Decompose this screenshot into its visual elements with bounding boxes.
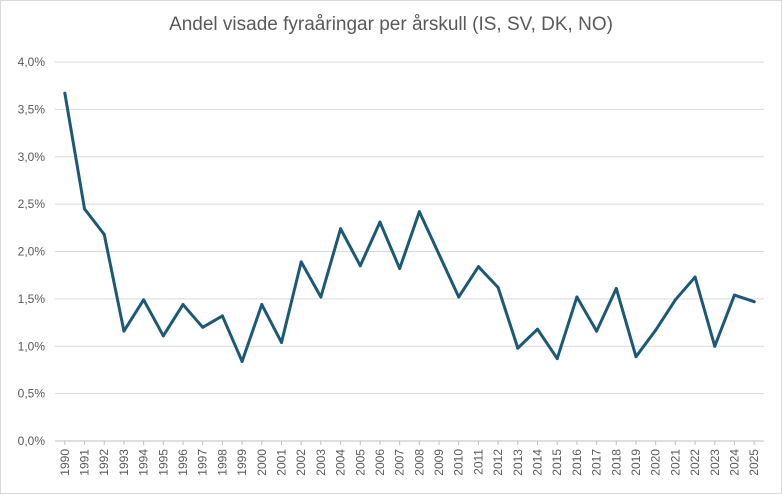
data-point: [634, 355, 638, 359]
x-tick-label: 2019: [629, 449, 643, 476]
x-tick-label: 1991: [78, 449, 92, 476]
y-axis-ticks: 0,0% 0,5% 1,0% 1,5% 2,0% 2,5% 3,0% 3,5% 4,0%: [18, 55, 46, 448]
data-point: [476, 265, 480, 269]
x-tick-label: 2015: [550, 449, 564, 476]
x-tick-label: 2020: [649, 449, 663, 476]
data-point: [220, 314, 224, 318]
chart-title: Andel visade fyraåringar per årskull (IS…: [169, 14, 613, 35]
data-point: [654, 328, 658, 332]
data-point: [457, 295, 461, 299]
data-point: [693, 275, 697, 279]
y-tick-label: 0,5%: [18, 387, 46, 401]
gridlines: [55, 61, 764, 442]
x-tick-label: 2000: [255, 449, 269, 476]
x-tick-label: 2012: [491, 449, 505, 476]
data-point: [732, 293, 736, 297]
data-point: [417, 210, 421, 214]
x-tick-label: 2009: [432, 449, 446, 476]
data-point: [279, 340, 283, 344]
x-tick-label: 2003: [314, 449, 328, 476]
x-tick-label: 1995: [156, 449, 170, 476]
y-tick-label: 2,5%: [18, 197, 46, 211]
data-point: [516, 346, 520, 350]
x-tick-label: 2022: [688, 449, 702, 476]
x-tick-label: 2001: [274, 449, 288, 476]
x-tick-label: 2007: [393, 449, 407, 476]
y-tick-label: 0,0%: [18, 434, 46, 448]
data-point: [752, 300, 756, 304]
x-tick-label: 2004: [334, 449, 348, 476]
data-point: [713, 344, 717, 348]
x-tick-label: 1997: [196, 449, 210, 476]
x-tick-label: 2002: [294, 449, 308, 476]
x-tick-label: 2018: [609, 449, 623, 476]
y-tick-label: 3,5%: [18, 102, 46, 116]
series-line: [63, 91, 756, 363]
data-point: [201, 325, 205, 329]
y-tick-label: 3,0%: [18, 150, 46, 164]
x-tick-label: 2023: [708, 449, 722, 476]
data-point: [102, 232, 106, 236]
y-tick-label: 2,0%: [18, 245, 46, 259]
x-tick-label: 1993: [117, 449, 131, 476]
x-tick-label: 2013: [511, 449, 525, 476]
x-tick-label: 1999: [235, 449, 249, 476]
data-point: [161, 334, 165, 338]
data-point: [83, 207, 87, 211]
data-point: [496, 286, 500, 290]
x-tick-label: 2025: [747, 449, 761, 476]
data-point: [614, 286, 618, 290]
data-point: [398, 267, 402, 271]
data-point: [358, 264, 362, 268]
data-point: [595, 329, 599, 333]
data-point: [575, 295, 579, 299]
x-tick-label: 2005: [353, 449, 367, 476]
data-point: [122, 329, 126, 333]
data-point: [555, 357, 559, 361]
x-tick-label: 2024: [727, 449, 741, 476]
data-point: [240, 359, 244, 363]
x-tick-label: 2016: [570, 449, 584, 476]
series-layer: [63, 91, 756, 363]
x-tick-label: 1992: [97, 449, 111, 476]
x-tick-label: 1998: [215, 449, 229, 476]
data-point: [378, 220, 382, 224]
x-tick-label: 2021: [668, 449, 682, 476]
x-tick-label: 2008: [412, 449, 426, 476]
y-tick-label: 1,5%: [18, 292, 46, 306]
x-tick-label: 2010: [452, 449, 466, 476]
x-tick-label: 2011: [471, 449, 485, 475]
x-tick-label: 1996: [176, 449, 190, 476]
data-point: [63, 91, 67, 95]
y-tick-label: 4,0%: [18, 55, 46, 69]
data-point: [181, 303, 185, 307]
x-tick-label: 2006: [373, 449, 387, 476]
x-axis-ticks: 1990 1991 1992 1993 1994 1995 1996 1997 1998 1999…: [58, 441, 761, 476]
data-point: [339, 227, 343, 231]
y-tick-label: 1,0%: [18, 339, 46, 353]
data-point: [319, 295, 323, 299]
data-point: [437, 252, 441, 256]
data-point: [142, 298, 146, 302]
x-tick-label: 2017: [590, 449, 604, 476]
x-tick-label: 2014: [531, 449, 545, 476]
x-tick-label: 1994: [137, 449, 151, 476]
data-point: [536, 327, 540, 331]
data-point: [299, 260, 303, 264]
data-point: [673, 298, 677, 302]
data-point: [260, 303, 264, 307]
x-tick-label: 1990: [58, 449, 72, 476]
